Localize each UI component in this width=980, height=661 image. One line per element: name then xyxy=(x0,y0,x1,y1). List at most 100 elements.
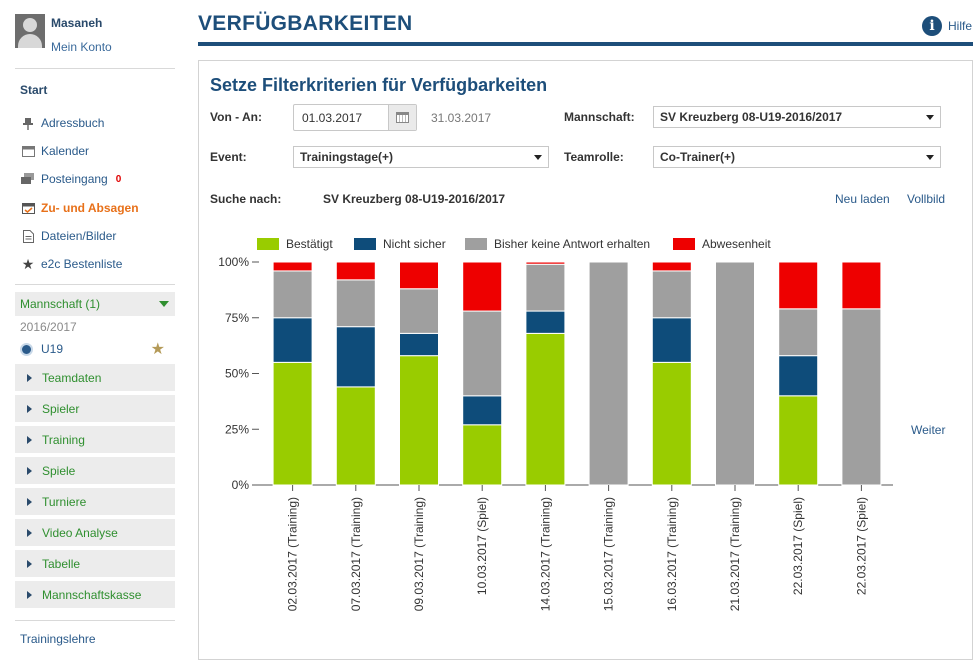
date-to-value[interactable]: 31.03.2017 xyxy=(431,111,492,125)
trainingslehre-link[interactable]: Trainingslehre xyxy=(20,632,96,646)
chevron-right-icon xyxy=(27,466,32,475)
team-menu-label: Training xyxy=(42,432,85,447)
bar-segment xyxy=(272,270,313,319)
sidebar-item-label: e2c Bestenliste xyxy=(41,257,123,271)
caret-down-icon xyxy=(926,115,934,120)
team-crest-icon xyxy=(20,342,33,356)
bar-segment xyxy=(525,263,566,312)
file-icon xyxy=(20,229,36,243)
team-menu-teamdaten[interactable]: Teamdaten xyxy=(15,364,175,391)
bar-segment xyxy=(462,310,503,397)
chevron-right-icon xyxy=(27,404,32,413)
date-from-input[interactable]: 01.03.2017 xyxy=(293,104,417,131)
bar-segment xyxy=(399,355,439,486)
help-button[interactable]: i Hilfe xyxy=(921,16,972,36)
y-tick-label: 50% xyxy=(225,367,249,381)
sidebar-item-posteingang[interactable]: Posteingang 0 xyxy=(20,169,180,189)
pin-icon xyxy=(20,116,36,130)
fullscreen-link[interactable]: Vollbild xyxy=(907,192,946,206)
search-label: Suche nach: xyxy=(210,192,282,206)
team-menu-mannschaftskasse[interactable]: Mannschaftskasse xyxy=(15,581,175,608)
chevron-right-icon xyxy=(27,590,32,599)
team-menu-turniere[interactable]: Turniere xyxy=(15,488,175,515)
bar-segment xyxy=(525,332,566,486)
team-name: U19 xyxy=(41,342,64,356)
team-menu-video-analyse[interactable]: Video Analyse xyxy=(15,519,175,546)
sidebar-item-kalender[interactable]: Kalender xyxy=(20,141,180,161)
team-menu-spiele[interactable]: Spiele xyxy=(15,457,175,484)
team-menu-label: Spieler xyxy=(42,401,80,416)
x-tick-label: 22.03.2017 (Spiel) xyxy=(854,497,868,595)
team-menu-label: Turniere xyxy=(42,494,87,509)
calendar-icon xyxy=(396,112,409,123)
reload-link[interactable]: Neu laden xyxy=(835,192,890,206)
favorite-star-icon[interactable]: ★ xyxy=(150,341,165,358)
bar-segment xyxy=(335,326,376,388)
x-tick-label: 09.03.2017 (Training) xyxy=(412,497,426,611)
help-label: Hilfe xyxy=(947,19,972,33)
calendar-icon xyxy=(20,144,36,158)
range-label: Von - An: xyxy=(210,110,262,124)
x-tick-label: 15.03.2017 (Training) xyxy=(602,497,616,611)
bar-segment xyxy=(399,288,439,334)
team-select-value: SV Kreuzberg 08-U19-2016/2017 xyxy=(660,110,843,124)
chevron-right-icon xyxy=(27,435,32,444)
role-label: Teamrolle: xyxy=(564,150,624,164)
team-menu-tabelle[interactable]: Tabelle xyxy=(15,550,175,577)
team-menu-label: Mannschaftskasse xyxy=(42,587,142,602)
next-link[interactable]: Weiter xyxy=(911,423,945,437)
caret-down-icon xyxy=(534,155,542,160)
sidebar-item-adressbuch[interactable]: Adressbuch xyxy=(20,113,180,133)
bar-segment xyxy=(272,361,313,486)
team-menu-label: Tabelle xyxy=(42,556,81,571)
team-select[interactable]: SV Kreuzberg 08-U19-2016/2017 xyxy=(653,106,941,128)
team-menu-label: Spiele xyxy=(42,463,76,478)
team-menu-training[interactable]: Training xyxy=(15,426,175,453)
user-name: Masaneh xyxy=(51,16,103,30)
y-tick-label: 0% xyxy=(232,478,250,492)
sidebar-start-title[interactable]: Start xyxy=(20,83,48,97)
bar-segment xyxy=(651,261,692,272)
calendar-picker-button[interactable] xyxy=(388,105,416,130)
filter-panel: Setze Filterkriterien für Verfügbarkeite… xyxy=(198,60,973,660)
x-tick-label: 07.03.2017 (Training) xyxy=(349,497,363,611)
bar-segment xyxy=(525,310,566,334)
team-row[interactable]: U19 ★ xyxy=(20,340,165,358)
y-tick-label: 100% xyxy=(218,255,249,269)
sidebar-item-label: Adressbuch xyxy=(41,116,105,130)
bar-segment xyxy=(778,261,819,310)
caret-down-icon xyxy=(926,155,934,160)
team-menu-spieler[interactable]: Spieler xyxy=(15,395,175,422)
x-tick-label: 10.03.2017 (Spiel) xyxy=(475,497,489,595)
bar-segment xyxy=(462,395,503,426)
team-label: Mannschaft: xyxy=(564,110,635,124)
page-title: VERFÜGBARKEITEN xyxy=(198,12,413,35)
bar-segment xyxy=(272,261,313,272)
divider xyxy=(15,284,175,285)
event-select[interactable]: Trainingstage(+) xyxy=(293,146,549,168)
title-underline xyxy=(198,42,973,46)
main-content: VERFÜGBARKEITEN i Hilfe Setze Filterkrit… xyxy=(198,0,980,660)
role-select[interactable]: Co-Trainer(+) xyxy=(653,146,941,168)
checklist-icon xyxy=(20,201,36,215)
bar-segment xyxy=(778,395,819,486)
team-dropdown[interactable]: Mannschaft (1) xyxy=(15,292,175,316)
star-icon: ★ xyxy=(21,255,35,272)
date-from-value: 01.03.2017 xyxy=(302,110,363,125)
sidebar: Masaneh Mein Konto Start Adressbuch Kale… xyxy=(0,0,190,650)
bar-segment xyxy=(841,308,882,486)
bar-segment xyxy=(335,386,376,486)
bar-segment xyxy=(272,317,313,363)
my-account-link[interactable]: Mein Konto xyxy=(51,40,112,54)
sidebar-item-zu-und-absagen[interactable]: Zu- und Absagen xyxy=(20,198,180,218)
divider xyxy=(15,620,175,621)
bar-segment xyxy=(778,355,819,397)
bar-segment xyxy=(715,261,755,486)
inbox-icon xyxy=(20,172,36,186)
x-tick-label: 21.03.2017 (Training) xyxy=(728,497,742,611)
sidebar-item-dateien[interactable]: Dateien/Bilder xyxy=(20,226,180,246)
chevron-right-icon xyxy=(27,497,32,506)
legend-label: Nicht sicher xyxy=(383,237,446,251)
avatar[interactable] xyxy=(15,14,45,48)
sidebar-item-bestenliste[interactable]: ★ e2c Bestenliste xyxy=(20,254,180,274)
